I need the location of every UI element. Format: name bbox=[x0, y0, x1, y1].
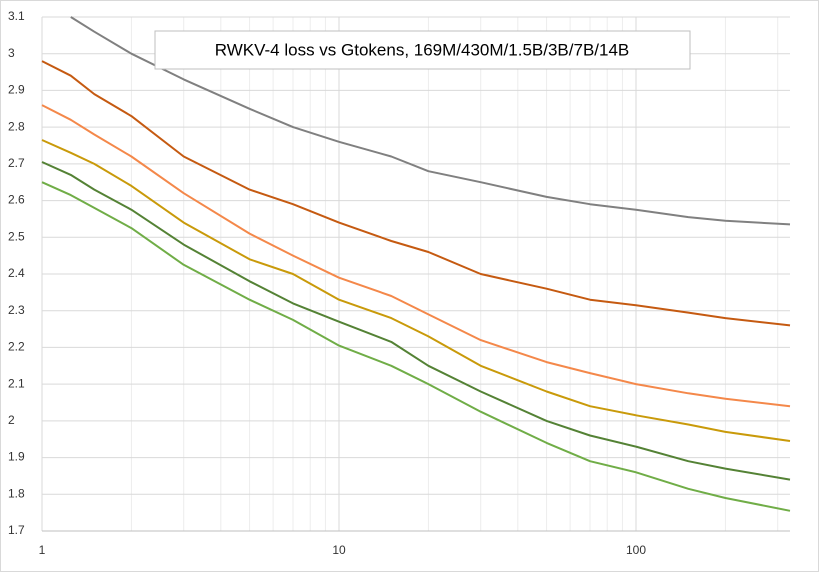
grid bbox=[41, 16, 790, 532]
y-tick-label: 3.1 bbox=[8, 9, 25, 23]
y-tick-label: 2.2 bbox=[8, 340, 25, 354]
y-tick-label: 2.7 bbox=[8, 156, 25, 170]
title-box bbox=[154, 30, 691, 70]
y-tick-label: 2.8 bbox=[8, 119, 25, 133]
y-tick-label: 2 bbox=[8, 413, 15, 427]
series-line bbox=[41, 60, 791, 327]
x-tick-label: 1 bbox=[39, 543, 46, 557]
y-tick-label: 2.3 bbox=[8, 303, 25, 317]
y-tick-label: 2.9 bbox=[8, 83, 25, 97]
y-tick-label: 1.9 bbox=[8, 450, 25, 464]
series-line bbox=[41, 181, 791, 512]
y-tick-label: 2.4 bbox=[8, 266, 25, 280]
y-tick-label: 1.7 bbox=[8, 523, 25, 537]
y-tick-label: 1.8 bbox=[8, 486, 25, 500]
x-tick-label: 100 bbox=[626, 543, 646, 557]
series-line bbox=[41, 161, 791, 481]
y-tick-label: 2.6 bbox=[8, 193, 25, 207]
y-tick-label: 3 bbox=[8, 46, 15, 60]
y-tick-label: 2.5 bbox=[8, 229, 25, 243]
x-tick-label: 10 bbox=[332, 543, 346, 557]
series-line bbox=[41, 139, 791, 442]
series-line bbox=[41, 104, 791, 408]
chart-title: RWKV-4 loss vs Gtokens, 169M/430M/1.5B/3… bbox=[215, 40, 630, 59]
y-tick-label: 2.1 bbox=[8, 376, 25, 390]
